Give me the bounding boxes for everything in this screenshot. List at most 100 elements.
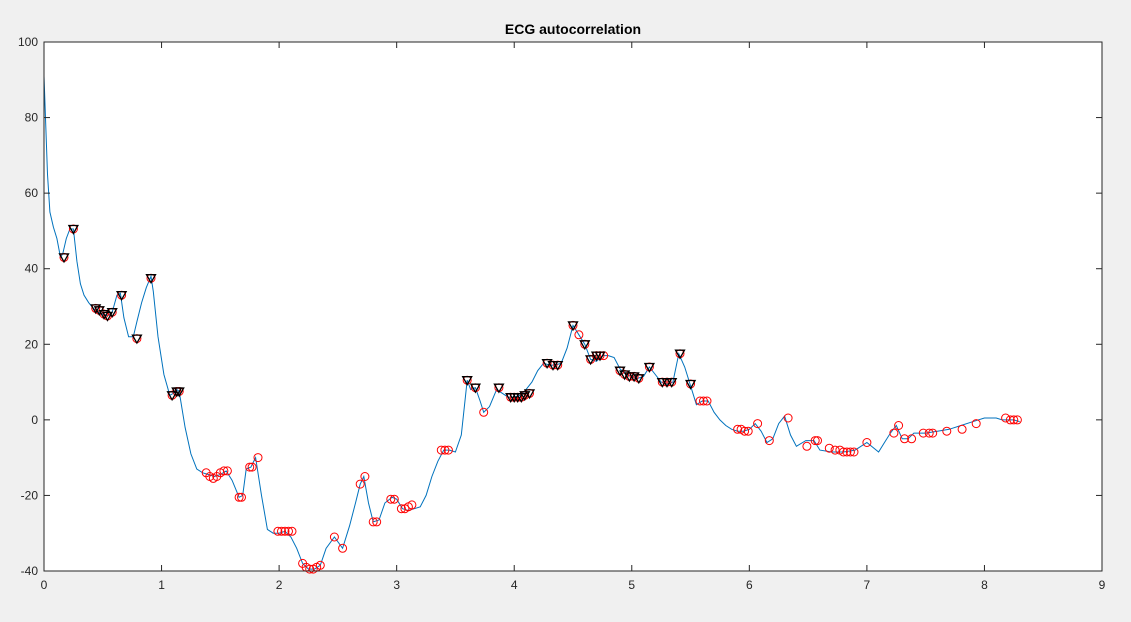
circle-marker bbox=[245, 462, 255, 472]
triangle-marker bbox=[145, 274, 157, 285]
circle-marker bbox=[783, 413, 793, 423]
circle-marker bbox=[928, 428, 938, 438]
triangle-marker bbox=[58, 253, 70, 264]
triangle-marker bbox=[519, 391, 531, 402]
circle-marker bbox=[280, 526, 290, 536]
marker-layer bbox=[58, 224, 1022, 574]
y-tick-label: 20 bbox=[25, 337, 39, 351]
circle-marker bbox=[355, 479, 365, 489]
plot-area bbox=[44, 42, 1102, 571]
circle-marker bbox=[699, 396, 708, 406]
circle-marker bbox=[396, 504, 406, 514]
x-tick-label: 0 bbox=[41, 578, 48, 592]
triangle-marker bbox=[469, 383, 482, 394]
circle-marker bbox=[222, 466, 232, 476]
circle-marker bbox=[273, 526, 283, 536]
circle-marker bbox=[845, 447, 855, 457]
triangle-marker bbox=[552, 360, 564, 371]
circle-marker bbox=[386, 494, 396, 504]
y-tick-label: -20 bbox=[21, 488, 39, 502]
circle-marker bbox=[315, 560, 325, 570]
circle-marker bbox=[842, 447, 852, 457]
triangle-marker bbox=[594, 351, 606, 362]
x-tick-label: 8 bbox=[981, 578, 988, 592]
circle-marker bbox=[443, 445, 453, 455]
triangle-marker bbox=[115, 291, 128, 302]
circle-marker bbox=[971, 419, 981, 429]
circle-marker bbox=[740, 426, 750, 436]
triangle-marker bbox=[584, 355, 597, 366]
circle-marker bbox=[368, 517, 378, 527]
circle-marker bbox=[918, 428, 928, 438]
y-tick-label: 60 bbox=[25, 186, 39, 200]
circle-marker bbox=[743, 426, 753, 436]
circle-marker bbox=[1012, 415, 1022, 425]
circle-marker bbox=[338, 543, 348, 553]
circle-marker bbox=[305, 564, 315, 574]
circle-marker bbox=[1001, 413, 1011, 423]
triangle-marker bbox=[90, 304, 102, 315]
axes-box bbox=[43, 41, 1103, 572]
x-tick-label: 5 bbox=[628, 578, 635, 592]
y-tick-label: 100 bbox=[18, 35, 38, 49]
circle-marker bbox=[802, 441, 812, 451]
triangle-marker bbox=[643, 362, 656, 373]
tick-layer: 0 1 2 3 4 5 6 7 8 9 -40 -20 0 20 40 60 80 100 bbox=[18, 35, 1106, 592]
circle-marker bbox=[219, 466, 229, 476]
triangle-marker bbox=[633, 374, 645, 385]
circle-marker bbox=[277, 526, 286, 536]
series-line-0 bbox=[43, 75, 1020, 570]
circle-marker bbox=[407, 500, 417, 510]
circle-marker bbox=[907, 434, 917, 444]
chart-title: ECG autocorrelation bbox=[505, 21, 641, 37]
triangle-marker bbox=[579, 340, 591, 351]
circle-marker bbox=[810, 436, 820, 446]
triangle-marker bbox=[567, 321, 579, 332]
x-tick-label: 6 bbox=[746, 578, 753, 592]
triangle-marker bbox=[493, 383, 505, 394]
triangle-marker bbox=[684, 379, 697, 390]
circle-marker bbox=[957, 424, 967, 434]
circle-marker bbox=[753, 419, 763, 429]
x-tick-label: 7 bbox=[864, 578, 871, 592]
circle-marker bbox=[849, 447, 859, 457]
circle-marker bbox=[287, 526, 297, 536]
circle-marker bbox=[329, 532, 339, 542]
circle-marker bbox=[440, 445, 450, 455]
circle-marker bbox=[234, 492, 244, 502]
triangle-marker bbox=[461, 376, 473, 387]
circle-marker bbox=[900, 434, 909, 444]
circle-marker bbox=[436, 445, 446, 455]
circle-marker bbox=[574, 330, 584, 340]
triangle-marker bbox=[674, 349, 686, 360]
x-tick-label: 4 bbox=[511, 578, 518, 592]
triangle-marker bbox=[98, 309, 110, 320]
circle-marker bbox=[372, 517, 382, 527]
x-tick-label: 3 bbox=[393, 578, 400, 592]
triangle-marker bbox=[131, 334, 143, 345]
circle-marker bbox=[764, 436, 774, 446]
circle-marker bbox=[942, 426, 952, 436]
y-tick-label: 80 bbox=[25, 111, 39, 125]
triangle-marker bbox=[523, 389, 536, 400]
circle-marker bbox=[830, 445, 840, 455]
triangle-marker bbox=[619, 370, 631, 381]
triangle-marker bbox=[101, 311, 114, 322]
circle-marker bbox=[824, 443, 834, 453]
triangle-marker bbox=[67, 224, 80, 235]
circle-marker bbox=[247, 462, 257, 472]
circle-marker bbox=[889, 428, 899, 438]
circle-marker bbox=[479, 407, 489, 417]
circle-marker bbox=[733, 424, 743, 434]
triangle-marker bbox=[666, 377, 678, 388]
circle-marker bbox=[360, 472, 370, 481]
x-tick-label: 1 bbox=[158, 578, 165, 592]
circle-marker bbox=[253, 453, 263, 463]
circle-marker bbox=[1009, 415, 1019, 425]
series-layer bbox=[43, 75, 1020, 570]
triangle-marker bbox=[166, 391, 178, 402]
circle-marker bbox=[813, 436, 822, 446]
circle-marker bbox=[924, 428, 934, 438]
